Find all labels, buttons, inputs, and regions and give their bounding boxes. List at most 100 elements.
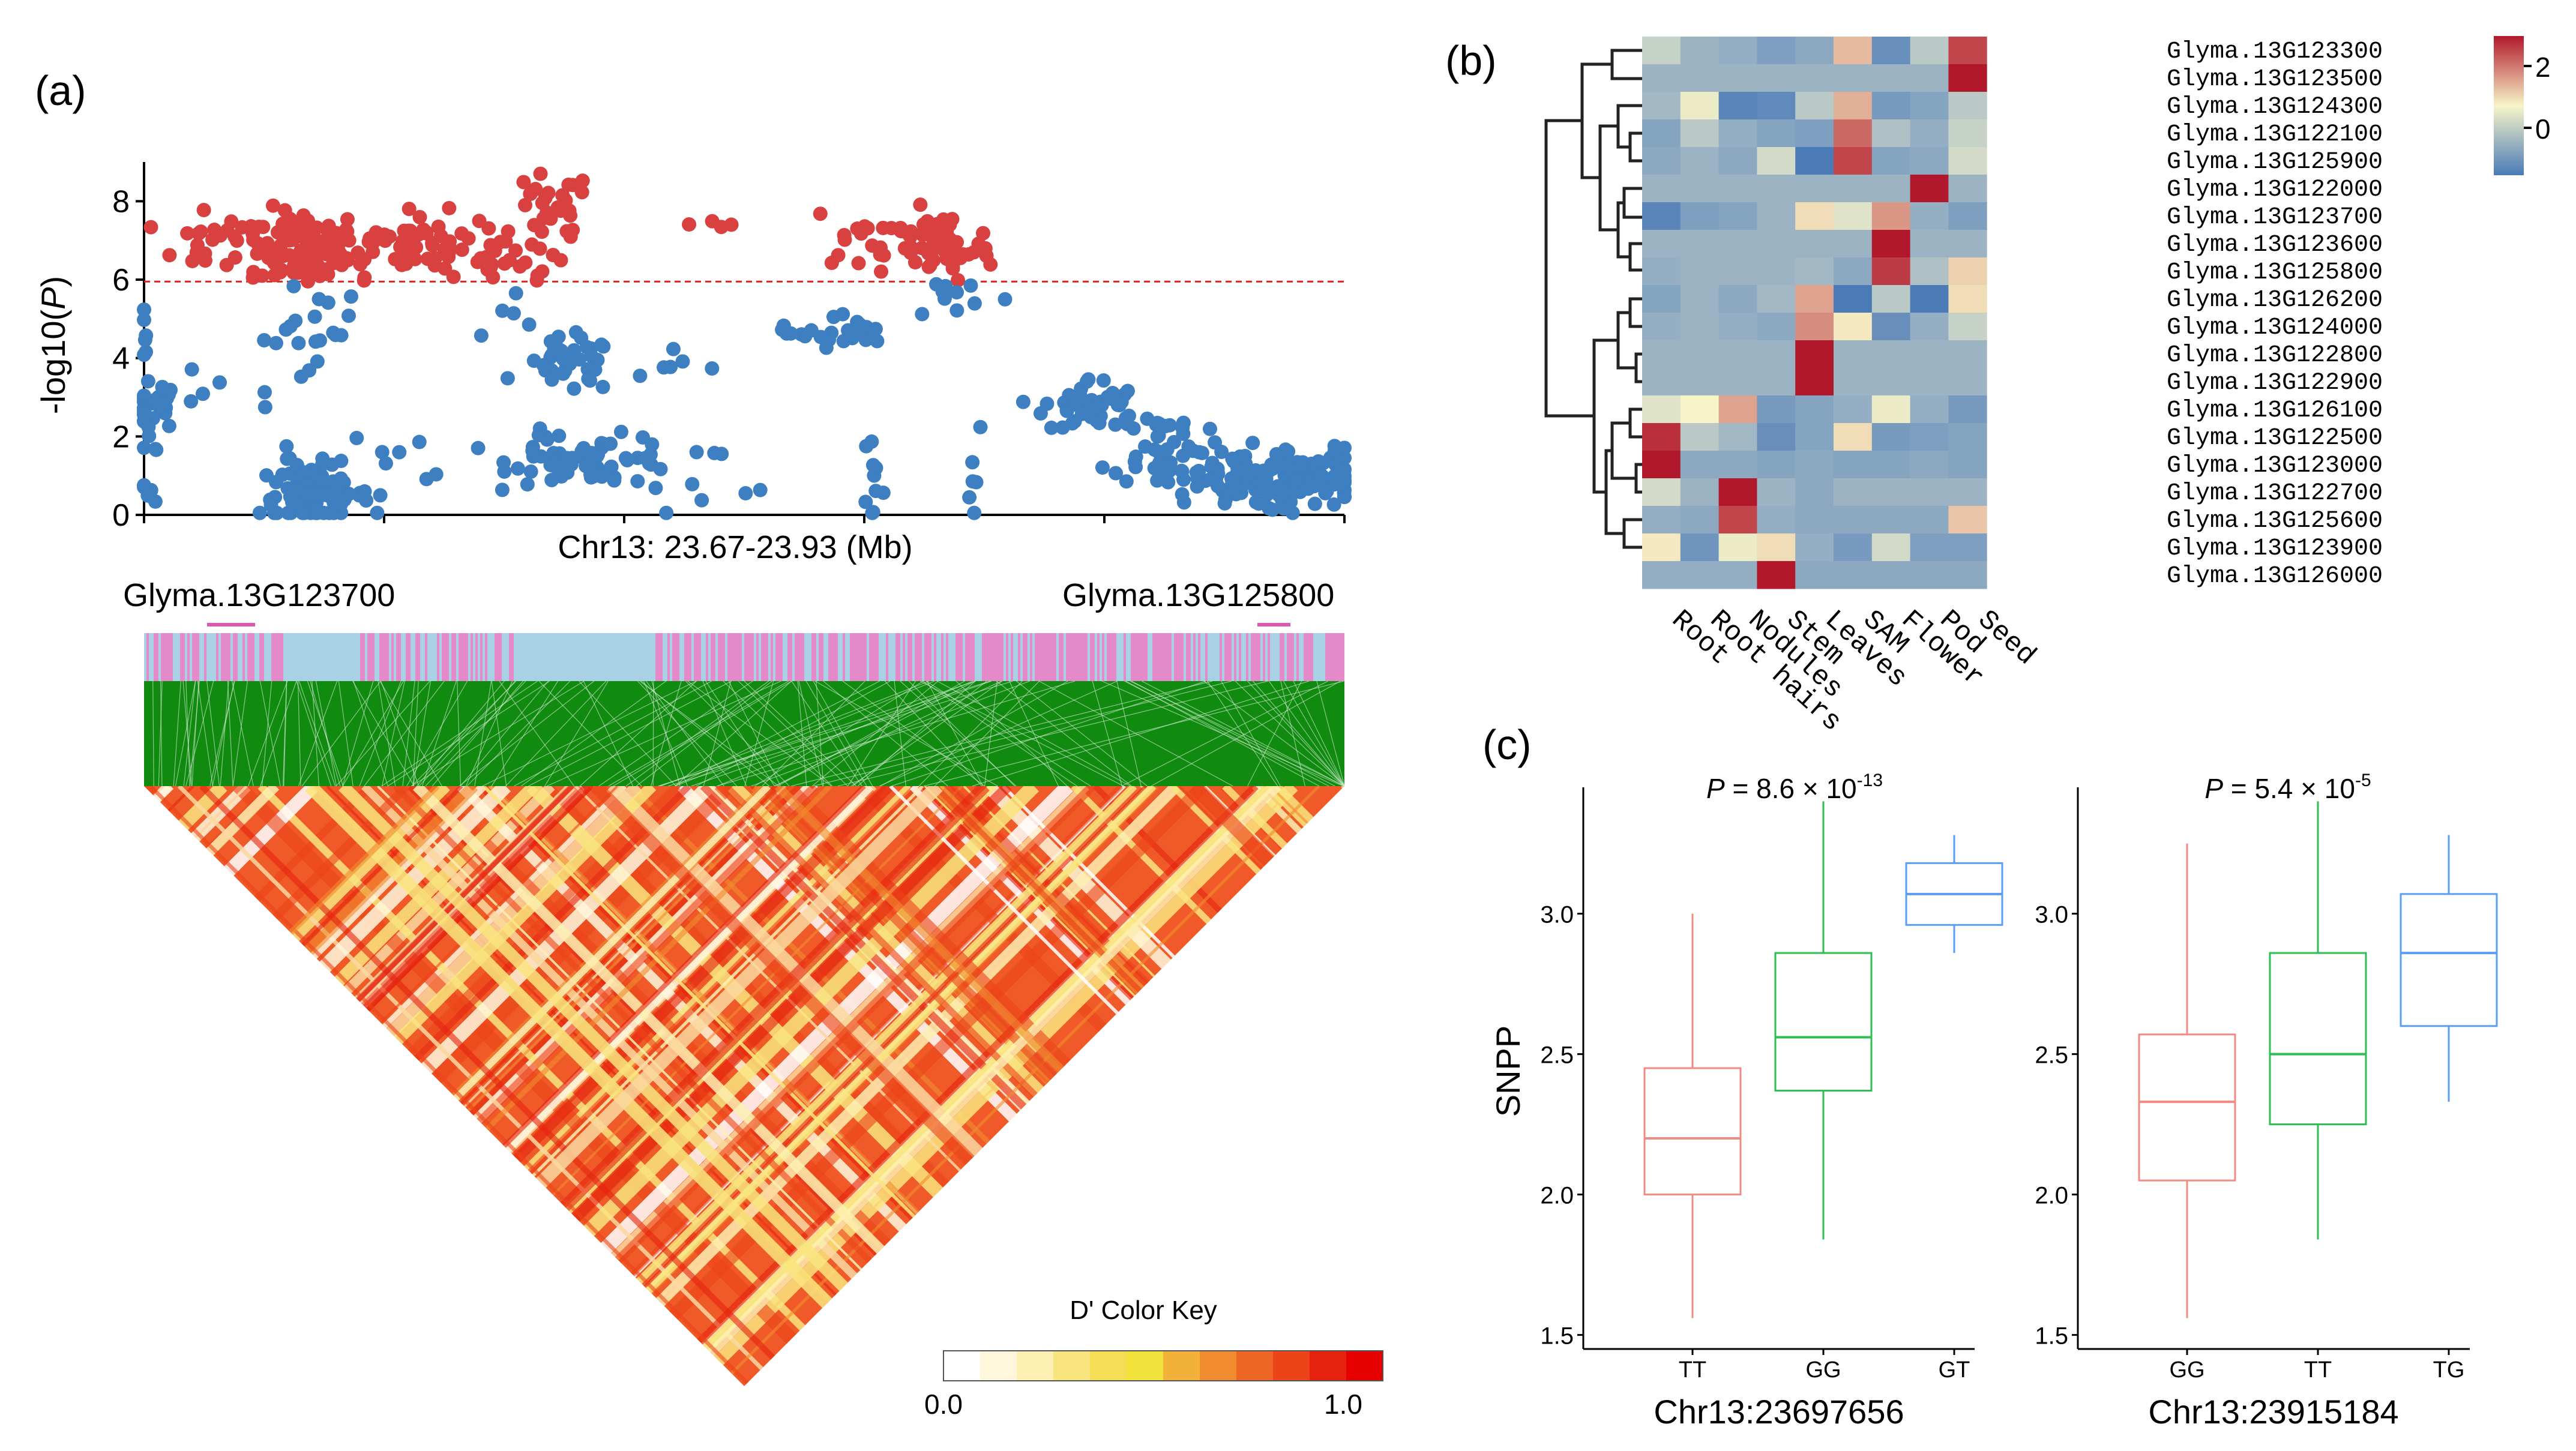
manhattan-point <box>962 490 977 505</box>
ld-track-snp <box>958 633 960 681</box>
ld-connector-line <box>842 680 985 787</box>
ld-connector-line <box>1293 680 1345 787</box>
manhattan-point <box>295 505 310 520</box>
manhattan-point <box>324 237 339 252</box>
ld-connector-line <box>307 680 344 787</box>
ld-connector-line <box>158 680 163 787</box>
ld-track-snp <box>1325 633 1328 681</box>
ld-stripe <box>918 786 1344 1386</box>
heatmap-cell <box>1871 202 1911 230</box>
manhattan-point <box>497 256 512 271</box>
manhattan-point <box>804 323 819 338</box>
ld-track-snp <box>1049 633 1052 681</box>
dendrogram-branch <box>1622 518 1642 549</box>
ld-track-snp <box>1124 633 1126 681</box>
heatmap-cell <box>1718 423 1757 451</box>
manhattan-point <box>1065 416 1080 431</box>
manhattan-point <box>302 363 317 378</box>
ld-stripe <box>1268 786 1344 1386</box>
heatmap-cell <box>1910 285 1949 313</box>
heatmap-row-label: Glyma.13G123700 <box>2167 204 2383 231</box>
heatmap-cell <box>1680 230 1720 258</box>
manhattan-point <box>311 489 327 504</box>
heatmap-cell <box>1871 423 1911 451</box>
ld-connector-line <box>296 680 332 787</box>
ld-connector-line <box>212 680 235 787</box>
ld-track-snp <box>955 633 958 681</box>
ld-connector-lines <box>144 680 1345 787</box>
manhattan-point <box>311 292 327 307</box>
ld-track-snp <box>384 633 387 681</box>
heatmap-row-label: Glyma.13G124000 <box>2167 314 2383 341</box>
ld-track-snp <box>1078 633 1080 681</box>
ld-connector-line <box>608 680 789 787</box>
manhattan-point <box>334 249 349 264</box>
manhattan-point <box>252 505 267 520</box>
ld-track-snp <box>775 633 778 681</box>
ld-connector-line <box>918 680 1023 787</box>
boxplot-right-y-ticks: 3.0 2.5 2.0 1.5 <box>2035 902 2078 1350</box>
ld-track-snp <box>989 633 992 681</box>
manhattan-point <box>425 235 440 250</box>
ld-track-snp <box>278 633 281 681</box>
heatmap-cell <box>1718 230 1757 258</box>
panel-a-label: (a) <box>35 67 86 114</box>
heatmap-cell <box>1680 64 1720 92</box>
heatmap-cell <box>1834 478 1873 506</box>
manhattan-point <box>564 457 579 472</box>
heatmap-cell <box>1948 423 1987 451</box>
ld-connector-line <box>1016 680 1148 787</box>
boxplot-category-label: GT <box>1939 1357 1970 1383</box>
heatmap-cell <box>1948 119 1987 148</box>
ld-connector-line <box>850 680 1002 787</box>
ld-connector-line <box>499 680 575 787</box>
manhattan-point <box>541 185 556 200</box>
heatmap-cell <box>1834 175 1873 203</box>
ld-track-snp <box>451 633 454 681</box>
ld-connector-line <box>298 680 336 787</box>
ld-connector-line <box>460 680 549 787</box>
ld-connector-line <box>1038 680 1233 787</box>
heatmap-cell <box>1642 202 1681 230</box>
ld-snp-track <box>144 633 1344 681</box>
ld-track-snp <box>1061 633 1064 681</box>
ld-track-snp <box>1138 633 1140 681</box>
manhattan-point <box>162 248 177 263</box>
ld-track-snp <box>447 633 449 681</box>
manhattan-point <box>568 325 583 340</box>
ld-track-snp <box>965 633 968 681</box>
ld-track-snp <box>226 633 228 681</box>
ld-track-snp <box>1152 633 1155 681</box>
ld-track-snp <box>1162 633 1164 681</box>
ld-track-snp <box>1268 633 1270 681</box>
heatmap-cell <box>1757 313 1796 341</box>
manhattan-point <box>443 242 458 257</box>
ld-track-snp <box>1030 633 1032 681</box>
manhattan-point <box>137 302 151 317</box>
ld-connector-line <box>738 680 848 787</box>
ld-track-snp <box>1256 633 1258 681</box>
gene-label-right: Glyma.13G125800 <box>1062 577 1334 613</box>
ld-connector-line <box>717 680 974 787</box>
ld-track-snp <box>437 633 439 681</box>
ld-track-snp <box>192 633 194 681</box>
ld-track-snp <box>1140 633 1143 681</box>
manhattan-axes: 0 2 4 6 8 Chr13: 23.67-23.93 (Mb) -log10(P) <box>34 162 1346 565</box>
heatmap-cell <box>1948 147 1987 175</box>
color-key-swatch <box>1017 1351 1054 1381</box>
ld-connector-line <box>1142 680 1345 787</box>
ld-stripe <box>144 786 251 1386</box>
ld-track-snp <box>1047 633 1049 681</box>
heatmap-cell <box>1834 340 1873 368</box>
heatmap-row-label: Glyma.13G123600 <box>2167 232 2383 259</box>
ld-track-snp <box>1263 633 1265 681</box>
manhattan-point <box>574 185 589 200</box>
ld-track-snp <box>1287 633 1289 681</box>
heatmap-row-label: Glyma.13G126100 <box>2167 397 2383 424</box>
manhattan-point <box>1160 442 1175 457</box>
manhattan-point <box>973 419 988 434</box>
ld-track-snp <box>281 633 283 681</box>
ld-track-snp <box>970 633 972 681</box>
manhattan-point <box>269 247 284 262</box>
heatmap-cell <box>1948 175 1987 203</box>
